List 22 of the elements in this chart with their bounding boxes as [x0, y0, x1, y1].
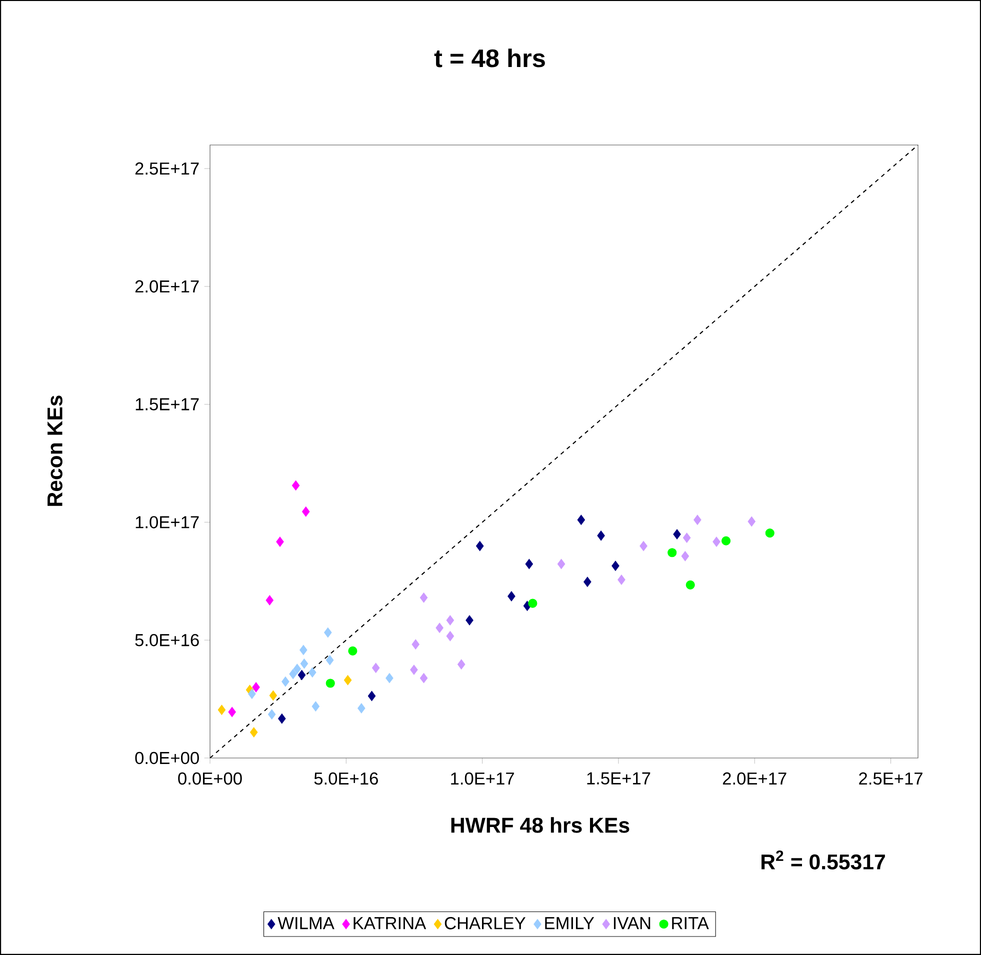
y-tick-label: 2.5E+17 [135, 162, 199, 175]
y-tick-label: 1.0E+17 [136, 516, 199, 528]
legend-label: EMILY [545, 917, 594, 930]
x-tick-label: 2.0E+17 [722, 772, 786, 785]
y-axis-title: Recon KEs [48, 396, 62, 506]
x-tick-label: 0.0E+00 [178, 772, 242, 785]
legend-label: WILMA [278, 917, 334, 930]
x-axis-title: HWRF 48 hrs KEs [451, 817, 630, 833]
y-tick-label: 5.0E+16 [135, 634, 199, 646]
legend-label: CHARLEY [444, 917, 526, 930]
text: R$^{2}$ = 0.55317 [762, 850, 885, 870]
legend-label: RITA [672, 917, 709, 930]
chart-title: t = 48 hrs [434, 48, 545, 68]
legend-label: KATRINA [354, 917, 426, 930]
y-tick-label: 0.0E+00 [135, 752, 199, 764]
x-tick-label: 2.5E+17 [859, 772, 922, 785]
legend-label: IVAN [614, 917, 650, 930]
y-tick-label: 1.5E+17 [136, 398, 199, 410]
y-tick-label: 2.0E+17 [135, 280, 199, 293]
x-tick-label: 1.5E+17 [587, 772, 650, 784]
x-tick-label: 5.0E+16 [314, 772, 378, 785]
x-tick-label: 1.0E+17 [451, 772, 514, 785]
